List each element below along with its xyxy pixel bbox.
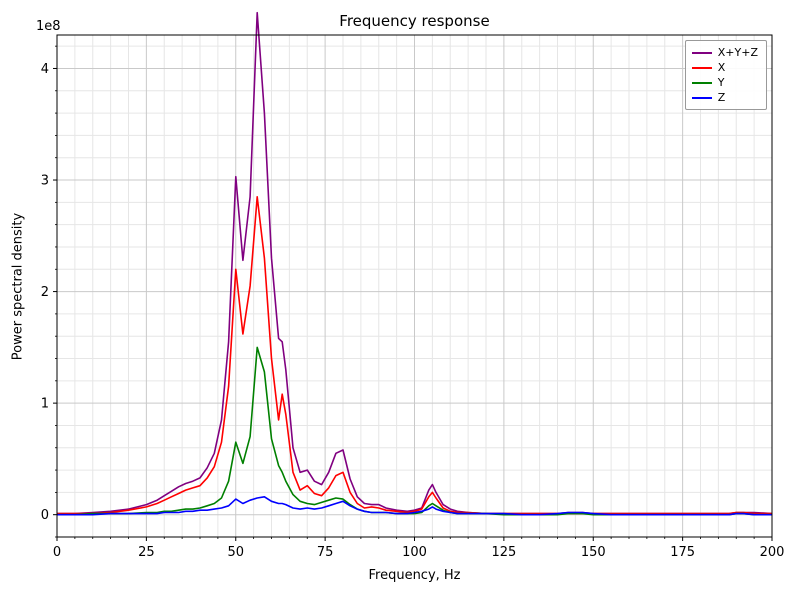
legend-entry: Z [691, 90, 758, 105]
legend-entry: X [691, 60, 758, 75]
x-tick-label: 150 [581, 545, 606, 560]
series-line-z [57, 495, 772, 516]
legend-entry-label: X+Y+Z [717, 46, 758, 59]
x-tick-label: 50 [227, 545, 244, 560]
y-tick-label: 0 [41, 508, 49, 523]
y-tick-label: 4 [41, 62, 49, 77]
y-tick-label: 1 [41, 397, 49, 412]
y-tick-label: 3 [41, 174, 49, 189]
x-axis-label: Frequency, Hz [368, 568, 461, 583]
legend-entry: Y [691, 75, 758, 90]
legend-swatch [691, 51, 712, 54]
legend-swatch [691, 96, 712, 99]
legend-entry-label: Y [717, 76, 725, 89]
legend-entry: X+Y+Z [691, 45, 758, 60]
x-tick-label: 125 [491, 545, 516, 560]
legend-entry-label: X [717, 61, 726, 74]
y-axis-offset-label: 1e8 [36, 19, 61, 34]
x-tick-label: 100 [402, 545, 427, 560]
legend-swatch [691, 66, 712, 69]
legend: X+Y+Z X Y Z [684, 40, 767, 110]
legend-swatch [691, 81, 712, 84]
y-axis-label: Power spectral density [10, 212, 26, 361]
y-tick-label: 2 [41, 285, 49, 300]
x-tick-label: 25 [138, 545, 155, 560]
x-tick-label: 200 [760, 545, 785, 560]
chart-title: Frequency response [339, 12, 490, 30]
legend-entry-label: Z [717, 91, 726, 104]
x-tick-label: 175 [670, 545, 695, 560]
x-tick-label: 0 [53, 545, 61, 560]
x-tick-label: 75 [317, 545, 334, 560]
